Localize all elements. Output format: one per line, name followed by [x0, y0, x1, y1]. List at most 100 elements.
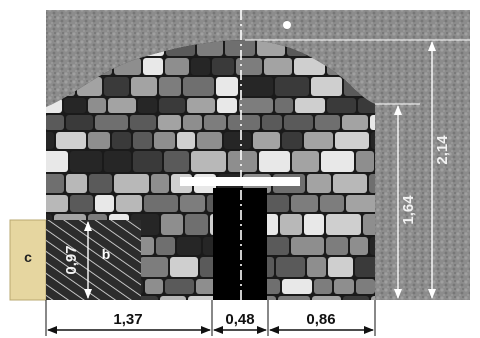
masonry-stone: [204, 115, 226, 130]
masonry-stone: [212, 58, 234, 75]
masonry-stone: [89, 174, 112, 193]
masonry-stone: [108, 98, 136, 113]
masonry-stone: [70, 151, 102, 172]
masonry-stone: [282, 279, 312, 294]
masonry-stone: [342, 115, 368, 130]
zone-c-label: c: [24, 249, 32, 265]
masonry-stone: [154, 132, 175, 149]
masonry-stone: [307, 257, 326, 277]
masonry-stone: [334, 279, 354, 294]
masonry-stone: [264, 237, 289, 255]
masonry-stone: [294, 58, 325, 75]
masonry-stone: [165, 279, 194, 294]
dim-label-left: 1,37: [113, 311, 142, 328]
masonry-stone: [116, 195, 142, 212]
masonry-stone: [158, 115, 181, 130]
masonry-stone: [356, 279, 375, 294]
masonry-stone: [328, 257, 353, 277]
masonry-stone: [311, 77, 342, 96]
masonry-stone: [320, 195, 344, 212]
masonry-stone: [350, 237, 368, 255]
masonry-stone: [326, 214, 361, 235]
lintel-bar: [180, 177, 300, 186]
dim-label-total-height: 2,14: [434, 135, 451, 165]
masonry-stone: [133, 151, 162, 172]
center-marker: [283, 21, 291, 29]
masonry-stone: [46, 151, 68, 172]
masonry-stone: [185, 214, 208, 235]
masonry-stone: [333, 174, 367, 193]
zone-c: [9, 219, 47, 301]
masonry-stone: [356, 151, 374, 172]
masonry-stone: [159, 77, 181, 96]
masonry-stone: [240, 77, 273, 96]
masonry-stone: [216, 77, 238, 96]
masonry-stone: [56, 132, 86, 149]
masonry-stone: [159, 98, 185, 113]
masonry-stone: [66, 174, 87, 193]
masonry-stone: [95, 195, 114, 212]
dim-label-mid: 0,48: [225, 311, 254, 328]
masonry-stone: [314, 279, 332, 294]
masonry-stone: [217, 98, 237, 113]
masonry-stone: [280, 214, 302, 235]
masonry-stone: [95, 115, 128, 130]
masonry-stone: [104, 151, 131, 172]
masonry-stone: [295, 98, 325, 113]
masonry-stone: [46, 195, 68, 212]
masonry-stone: [46, 115, 64, 130]
masonry-stone: [282, 132, 302, 149]
masonry-stone: [180, 195, 205, 212]
masonry-stone: [151, 174, 169, 193]
masonry-stone: [183, 115, 202, 130]
masonry-stone: [140, 257, 168, 277]
masonry-stone: [315, 115, 340, 130]
masonry-stone: [183, 77, 214, 96]
masonry-stone: [177, 132, 195, 149]
masonry-stone: [262, 115, 282, 130]
zone-b-label: b: [102, 246, 111, 262]
masonry-stone: [160, 296, 186, 300]
masonry-stone: [326, 237, 348, 255]
masonry-stone: [197, 132, 222, 149]
masonry-stone: [191, 58, 210, 75]
masonry-stone: [275, 98, 293, 113]
masonry-stone: [177, 237, 201, 255]
masonry-stone: [114, 174, 149, 193]
masonry-stone: [291, 237, 324, 255]
masonry-stone: [363, 214, 375, 235]
masonry-stone: [145, 279, 163, 294]
masonry-stone: [156, 237, 175, 255]
masonry-stone: [228, 151, 257, 172]
masonry-stone: [307, 174, 331, 193]
masonry-stone: [321, 151, 354, 172]
dim-label-zone: 0,97: [63, 245, 80, 274]
masonry-stone: [264, 58, 292, 75]
masonry-stone: [131, 77, 157, 96]
masonry-stone: [369, 174, 375, 193]
masonry-stone: [236, 58, 262, 75]
masonry-stone: [88, 98, 106, 113]
dim-label-wall-height: 1,64: [400, 195, 417, 225]
masonry-stone: [191, 151, 226, 172]
masonry-stone: [278, 296, 310, 300]
masonry-stone: [104, 77, 129, 96]
opening-slot: [213, 188, 267, 300]
masonry-stone: [187, 98, 215, 113]
masonry-stone: [88, 132, 110, 149]
dim-label-right: 0,86: [306, 311, 335, 328]
masonry-stone: [64, 98, 86, 113]
masonry-stone: [228, 115, 260, 130]
masonry-stone: [133, 132, 152, 149]
masonry-stone: [304, 214, 324, 235]
masonry-stone: [70, 195, 93, 212]
masonry-stone: [46, 132, 54, 149]
masonry-stone: [224, 132, 251, 149]
masonry-stone: [370, 115, 375, 130]
masonry-stone: [239, 98, 273, 113]
masonry-stone: [304, 132, 333, 149]
masonry-stone: [144, 195, 178, 212]
masonry-stone: [292, 151, 319, 172]
